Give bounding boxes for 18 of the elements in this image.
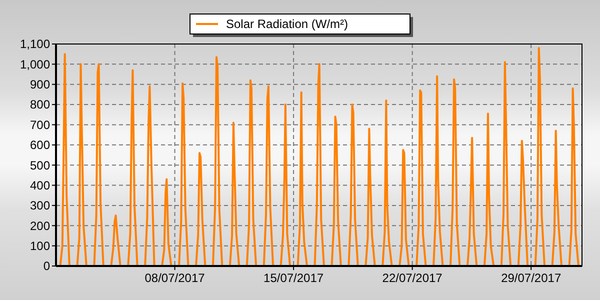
y-tick-label: 100 bbox=[30, 239, 50, 254]
x-tick-label: 08/07/2017 bbox=[144, 271, 206, 285]
y-tick-label: 900 bbox=[30, 78, 50, 92]
y-tick-label: 600 bbox=[30, 138, 50, 152]
y-tick-label: 400 bbox=[30, 178, 50, 192]
legend-label: Solar Radiation (W/m²) bbox=[226, 17, 348, 32]
x-tick-label: 22/07/2017 bbox=[382, 271, 443, 285]
x-tick-label: 15/07/2017 bbox=[264, 271, 324, 285]
line-series bbox=[59, 47, 580, 266]
y-tick-label: 200 bbox=[30, 218, 50, 233]
y-tick-label: 1,000 bbox=[20, 57, 50, 72]
y-tick-label: 0 bbox=[43, 259, 50, 274]
y-tick-label: 700 bbox=[30, 118, 50, 132]
x-tick-label: 29/07/2017 bbox=[501, 271, 562, 285]
y-tick-label: 300 bbox=[30, 198, 50, 213]
y-tick-label: 500 bbox=[30, 158, 50, 172]
y-tick-label: 800 bbox=[30, 98, 50, 112]
y-tick-label: 1,100 bbox=[20, 37, 50, 52]
